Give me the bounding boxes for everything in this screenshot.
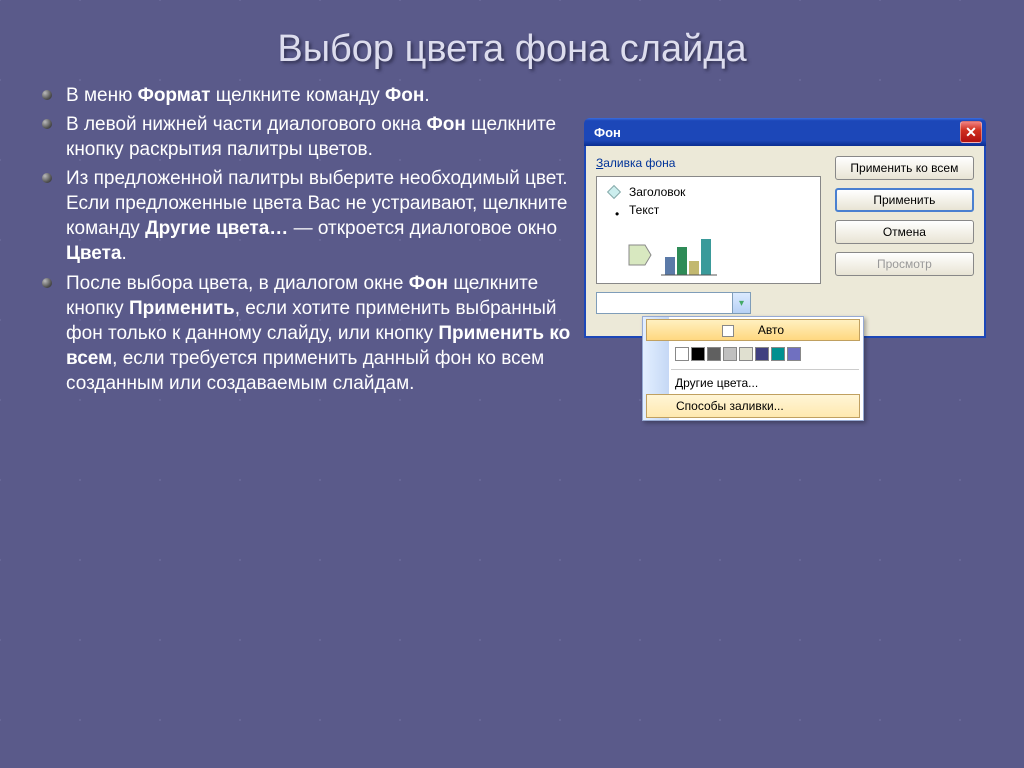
list-item: В левой нижней части диалогового окна Фо… [38,112,583,162]
color-dropdown[interactable]: ▾ [596,292,751,314]
color-swatch[interactable] [675,347,689,361]
page-title: Выбор цвета фона слайда [0,0,1024,71]
list-item: После выбора цвета, в диалогом окне Фон … [38,271,583,396]
color-swatch[interactable] [723,347,737,361]
color-swatch[interactable] [739,347,753,361]
list-item: В меню Формат щелкните команду Фон. [38,83,583,108]
fill-group-label: Заливка фона [596,156,825,170]
chevron-down-icon[interactable]: ▾ [732,293,750,313]
apply-all-button[interactable]: Применить ко всем [835,156,974,180]
auto-color-item[interactable]: Авто [646,319,860,341]
fill-methods-item[interactable]: Способы заливки... [646,394,860,418]
more-colors-item[interactable]: Другие цвета... [643,372,863,394]
color-swatch[interactable] [691,347,705,361]
close-icon[interactable]: ✕ [960,121,982,143]
color-menu: Авто Другие цвета... Способы заливки... [642,316,864,421]
color-swatch[interactable] [707,347,721,361]
dialog-titlebar[interactable]: Фон ✕ [584,118,986,146]
slide-preview: Заголовок • Текст [596,176,821,284]
apply-button[interactable]: Применить [835,188,974,212]
dialog-body: Заливка фона Заголовок • Текст ▾ [584,146,986,338]
color-swatch[interactable] [755,347,769,361]
color-swatch[interactable] [787,347,801,361]
cancel-button[interactable]: Отмена [835,220,974,244]
chart-icon [627,233,747,277]
list-item: Из предложенной палитры выберите необход… [38,166,583,266]
color-swatches [643,343,863,367]
dialog-title: Фон [594,125,621,140]
color-swatch[interactable] [771,347,785,361]
bullet-list: В меню Формат щелкните команду Фон. В лев… [38,83,583,400]
preview-button[interactable]: Просмотр [835,252,974,276]
background-dialog: Фон ✕ Заливка фона Заголовок • Текст [584,118,986,338]
